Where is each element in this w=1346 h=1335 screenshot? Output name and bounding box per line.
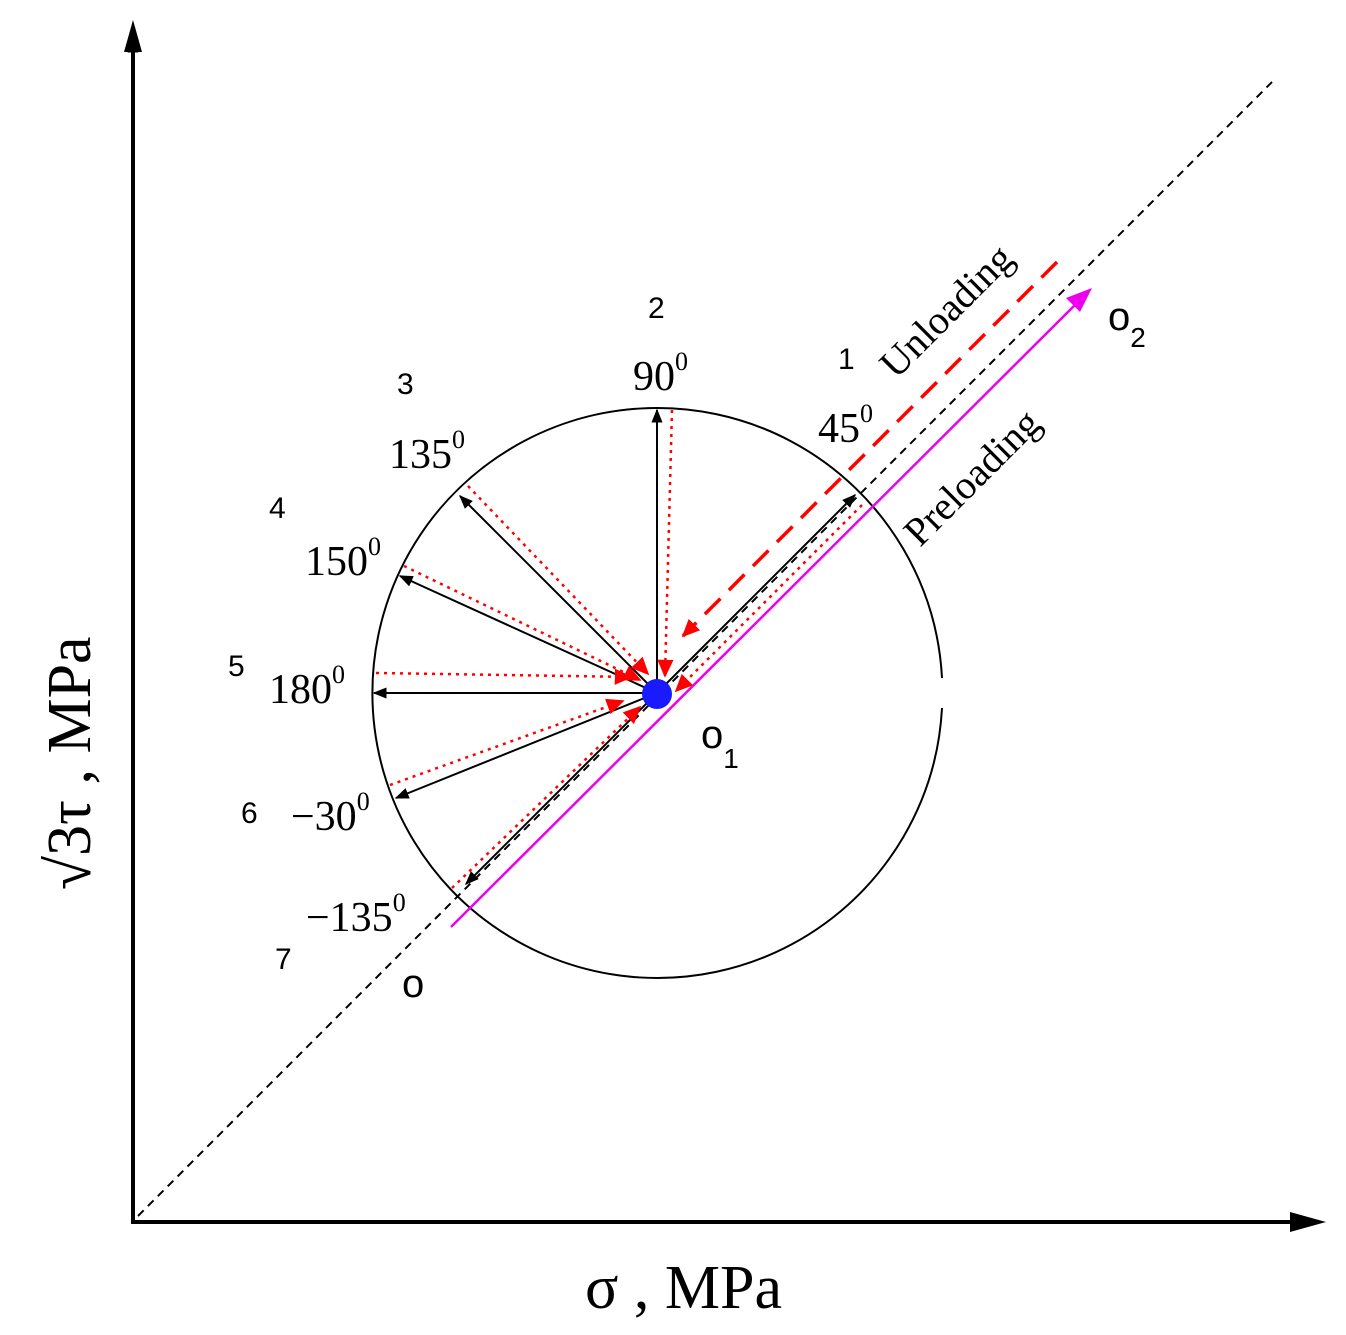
- end-label-main: o: [1108, 295, 1130, 339]
- end-label: o2: [1108, 295, 1146, 353]
- unloading-arrow-neg135: [451, 705, 642, 889]
- x-axis-label: σ , MPa: [585, 1254, 782, 1322]
- x-axis-arrowhead: [1290, 1212, 1326, 1232]
- loading-arrow-150: [398, 575, 658, 694]
- unloading-arrows: [375, 409, 863, 889]
- reference-diagonal: [137, 81, 1273, 1217]
- angle-label-135-sup: 0: [452, 425, 465, 454]
- direction-index-7: 7: [275, 943, 292, 976]
- loading-arrow-neg30: [394, 692, 658, 799]
- y-axis-arrowhead: [124, 20, 142, 52]
- unloading-arrow-150: [403, 564, 642, 682]
- angle-label-90-value: 90: [633, 354, 675, 400]
- preloading-label: Preloading: [895, 400, 1049, 554]
- angle-label-90-sup: 0: [675, 347, 688, 376]
- angle-label-neg135-value: −135: [306, 895, 393, 941]
- yield-circle: [371, 407, 943, 979]
- preloading-arrowhead: [1066, 288, 1092, 312]
- y-axis-label: √3τ , MPa: [36, 636, 104, 890]
- angle-label-180-sup: 0: [332, 660, 345, 689]
- direction-index-3: 3: [397, 368, 414, 401]
- unloading-arrow-45: [674, 504, 863, 693]
- center-label-sub: 1: [723, 743, 739, 774]
- direction-index-6: 6: [241, 797, 258, 830]
- angle-label-neg135: −1350: [306, 888, 406, 941]
- unloading-arrow-135: [467, 485, 650, 676]
- angle-label-135-value: 135: [389, 432, 452, 478]
- angle-label-45-value: 45: [818, 406, 860, 452]
- preloading-path: [450, 289, 1091, 928]
- loading-arrow-neg135: [465, 692, 658, 885]
- angle-label-neg135-sup: 0: [393, 888, 406, 917]
- direction-index-1: 1: [838, 343, 855, 376]
- unloading-arrow-neg30: [389, 698, 625, 787]
- angle-label-180-value: 180: [269, 667, 332, 713]
- origin-label: o: [402, 962, 424, 1006]
- unloading-arrow-180: [375, 668, 633, 685]
- unloading-label: Unloading: [871, 235, 1022, 386]
- direction-index-5: 5: [228, 650, 245, 683]
- center-label-main: o: [701, 713, 723, 757]
- angle-label-neg30: −300: [291, 787, 370, 840]
- loading-arrows: [372, 408, 856, 885]
- center-point-o1: [642, 679, 672, 709]
- center-label: o1: [701, 713, 739, 774]
- end-label-sub: 2: [1130, 322, 1146, 353]
- angle-label-135: 1350: [389, 425, 465, 478]
- unloading-path: [681, 260, 1059, 638]
- loading-arrow-45: [656, 494, 856, 694]
- angle-label-45: 450: [818, 399, 873, 452]
- angle-label-45-sup: 0: [860, 399, 873, 428]
- angle-label-150-sup: 0: [368, 532, 381, 561]
- angle-label-neg30-value: −30: [291, 794, 357, 840]
- angle-label-150: 1500: [305, 532, 381, 585]
- direction-index-4: 4: [269, 492, 286, 525]
- unloading-arrow-90: [657, 409, 674, 678]
- angle-label-150-value: 150: [305, 539, 368, 585]
- angle-label-90: 900: [633, 347, 688, 400]
- angle-label-neg30-sup: 0: [357, 787, 370, 816]
- direction-index-2: 2: [648, 292, 665, 325]
- loading-arrow-135: [459, 495, 658, 694]
- angle-label-180: 1800: [269, 660, 345, 713]
